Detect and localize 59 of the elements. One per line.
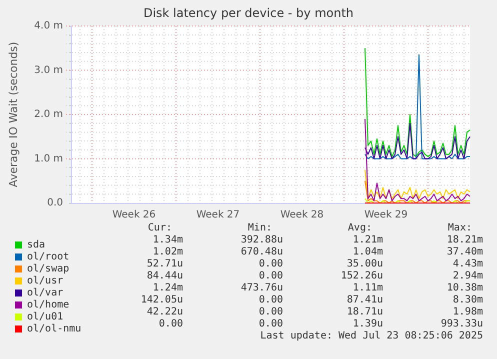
text: 1.34m <box>152 234 183 246</box>
legend-label: ol/root <box>27 252 70 262</box>
x-tick-label: Week 29 <box>364 210 408 220</box>
y-tick-label: 3.0 m <box>34 64 63 76</box>
text: 1.21m <box>352 234 383 246</box>
text: 993.33u <box>440 318 483 330</box>
y-tick-label: 4.0 m <box>34 20 63 32</box>
text: 0.00 <box>258 258 283 270</box>
text: 18.71u <box>346 306 383 318</box>
text: 392.88u <box>240 234 283 246</box>
y-tick-label: 1.0 m <box>34 153 63 164</box>
text: 1.98m <box>452 306 483 318</box>
text: 37.40m <box>446 246 483 258</box>
text: 18.21m <box>446 234 483 246</box>
text: Min: <box>248 222 272 234</box>
text: 42.22u <box>146 306 183 318</box>
y-tick-label: 2.0 m <box>34 109 63 120</box>
x-tick-label: Week 27 <box>196 210 240 220</box>
text: 1.04m <box>352 246 383 258</box>
text: 87.41u <box>346 294 383 306</box>
x-tick-label: Week 26 <box>112 210 156 220</box>
legend-label: ol/home <box>27 300 70 310</box>
text: 1.02m <box>152 246 183 258</box>
text: 1.39u <box>352 318 383 330</box>
text: 0.00 <box>258 294 283 306</box>
legend-label: ol/swap <box>27 264 70 274</box>
text: 52.71u <box>146 258 183 270</box>
text: 0.00 <box>258 318 283 330</box>
line-series <box>364 122 470 160</box>
legend-label: ol/usr <box>27 276 64 286</box>
text: 0.00 <box>258 306 283 318</box>
text: 1.24m <box>152 282 183 294</box>
chart-title: Disk latency per device - by month <box>143 6 354 20</box>
text: 670.48u <box>240 246 283 258</box>
text: 35.00u <box>346 258 383 270</box>
text: 0.00 <box>158 318 183 330</box>
text: 10.38m <box>446 282 483 294</box>
text: 84.44u <box>146 270 183 282</box>
text: Avg: <box>348 222 372 234</box>
text: 152.26u <box>340 270 383 282</box>
legend-label: ol/var <box>27 288 64 298</box>
line-series <box>364 118 470 202</box>
text: 142.05u <box>140 294 183 306</box>
text: Max: <box>448 222 472 234</box>
text: 8.30m <box>452 294 483 306</box>
text: 4.43m <box>452 258 483 270</box>
y-tick-label: 0.0 <box>47 198 63 208</box>
text: 0.00 <box>258 270 283 282</box>
text: Last update: Wed Jul 23 08:25:06 2025 <box>260 330 483 342</box>
y-axis-title: Average IO Wait (seconds) <box>7 42 20 188</box>
line-series <box>364 169 470 200</box>
text: 1.11m <box>352 282 383 294</box>
legend-label: ol/ol-nmu <box>27 324 82 334</box>
x-tick-label: Week 28 <box>280 210 324 220</box>
legend-label: ol/u01 <box>27 312 64 322</box>
text: Cur: <box>148 222 172 234</box>
text: 2.94m <box>452 270 483 282</box>
legend-label: sda <box>27 240 46 250</box>
text: 473.76u <box>240 282 283 294</box>
